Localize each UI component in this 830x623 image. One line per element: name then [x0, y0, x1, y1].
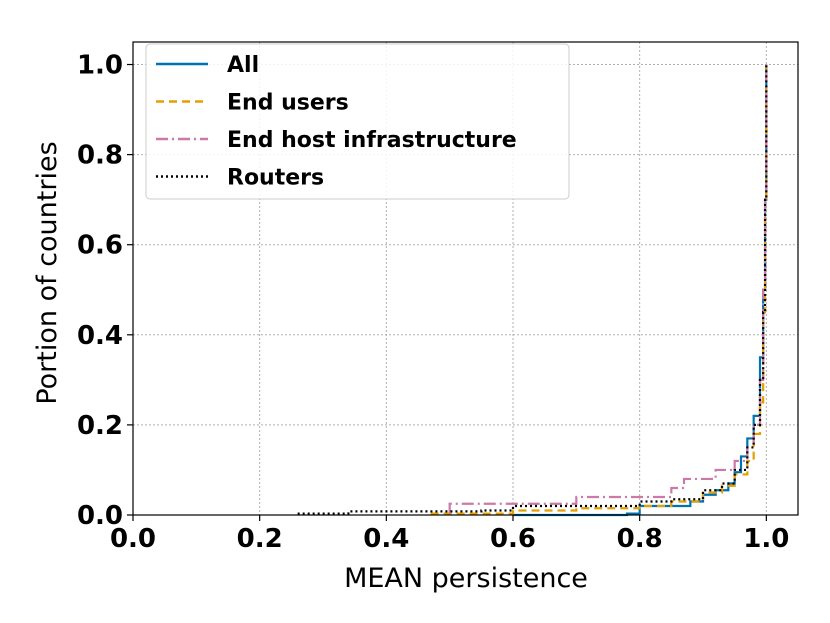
series-line-end-users: [430, 64, 768, 515]
y-tick-label-1: 0.2: [77, 411, 123, 441]
axis-ticks: 0.0 0.2 0.4 0.6 0.8 1.0 0.0 0.2 0.4 0.6 0.8 1.0: [77, 51, 789, 554]
y-tick-label-3: 0.6: [77, 231, 123, 261]
legend-box: [145, 43, 570, 200]
x-tick-label-5: 1.0: [743, 524, 789, 554]
series-line-end-host-infrastructure: [448, 64, 768, 514]
y-tick-label-0: 0.0: [77, 501, 123, 531]
legend: All End users End host infrastructure Route…: [145, 43, 570, 200]
x-tick-label-0: 0.0: [110, 524, 156, 554]
x-tick-label-3: 0.6: [490, 524, 536, 554]
x-tick-label-1: 0.2: [237, 524, 283, 554]
x-tick-label-4: 0.8: [617, 524, 663, 554]
series-lines: [297, 64, 768, 517]
legend-label-1: End users: [227, 91, 349, 116]
y-tick-label-5: 1.0: [77, 51, 123, 81]
x-tick-label-2: 0.4: [363, 524, 409, 554]
series-line-routers: [297, 64, 768, 515]
x-axis-label: MEAN persistence: [344, 563, 588, 594]
legend-label-3: Routers: [227, 166, 324, 191]
plot-frame: [132, 41, 799, 516]
legend-label-0: All: [227, 53, 259, 78]
legend-label-2: End host infrastructure: [227, 128, 517, 153]
y-tick-label-2: 0.4: [77, 321, 123, 351]
y-tick-label-4: 0.8: [77, 141, 123, 171]
y-axis-label: Portion of countries: [32, 141, 63, 404]
